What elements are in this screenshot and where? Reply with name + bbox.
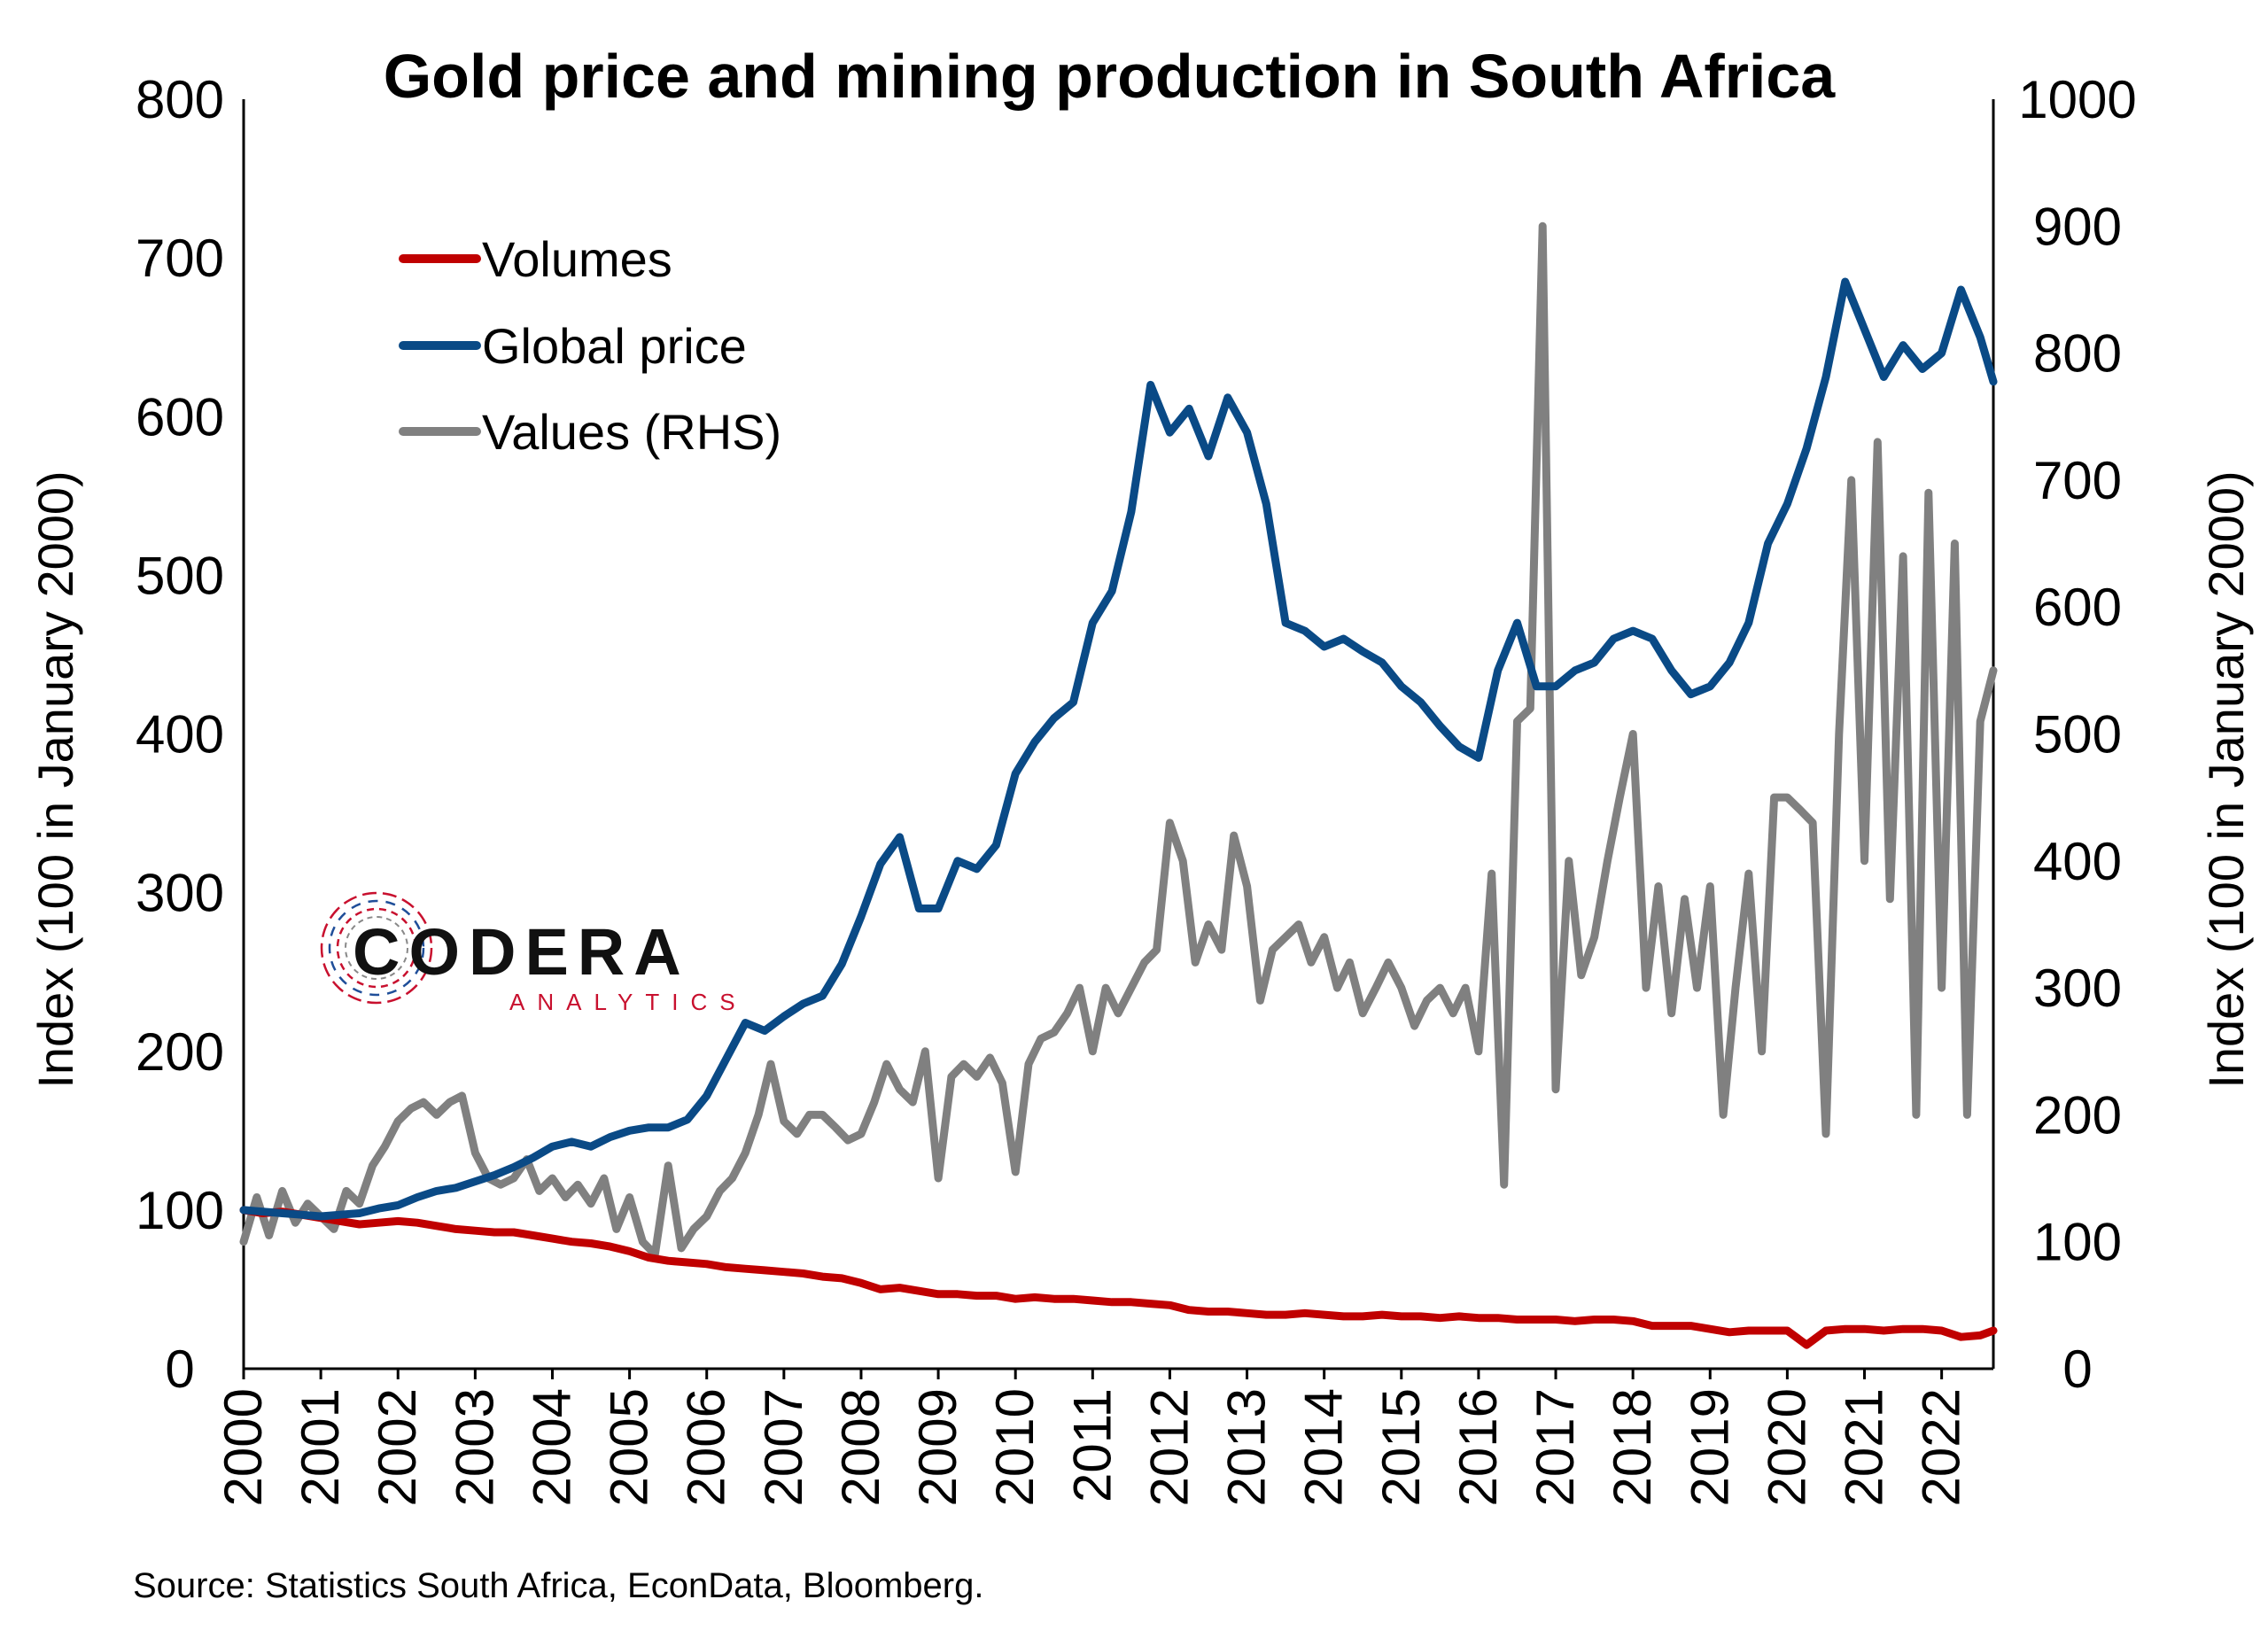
x-tick-label: 2014 [1294,1388,1354,1506]
right-y-tick-label: 500 [2033,705,2122,765]
logo-rings-icon [320,891,433,1005]
right-y-axis-title: Index (100 in January 2000) [2198,470,2254,1088]
x-tick-label: 2009 [908,1388,967,1506]
x-tick-label: 2003 [445,1388,504,1506]
left-y-axis-title: Index (100 in January 2000) [27,470,83,1088]
left-y-tick-label: 100 [136,1181,224,1240]
legend-label-global-price: Global price [482,318,747,374]
x-tick-label: 2008 [831,1388,890,1506]
x-tick-label: 2021 [1835,1388,1894,1506]
x-tick-label: 2018 [1603,1388,1662,1506]
x-tick-label: 2005 [600,1388,659,1506]
x-tick-label: 2019 [1680,1388,1739,1506]
x-tick-label: 2022 [1912,1388,1971,1506]
right-y-tick-label: 1000 [2018,70,2136,129]
right-y-tick-label: 600 [2033,578,2122,637]
left-y-tick-label: 600 [136,387,224,446]
x-tick-label: 2013 [1217,1388,1277,1506]
x-tick-label: 2017 [1526,1388,1585,1506]
codera-logo: CODERA ANALYTICS [320,891,748,1015]
x-tick-label: 2015 [1371,1388,1431,1506]
series-line-global-price [239,277,1998,1221]
series-line-volumes [239,1206,1998,1349]
right-y-tick-label: 800 [2033,324,2122,384]
x-tick-label: 2007 [754,1388,813,1506]
legend-item-volumes: Volumes [399,231,672,287]
series-layer [239,221,1998,1349]
logo-subtitle: ANALYTICS [509,989,748,1015]
x-tick-label: 2001 [291,1388,350,1506]
x-tick-label: 2020 [1757,1388,1816,1506]
legend-label-values-rhs: Values (RHS) [482,404,781,460]
x-tick-label: 2011 [1062,1388,1122,1502]
left-y-tick-label: 500 [136,546,224,605]
legend: Volumes Global price Values (RHS) [399,231,781,460]
left-y-tick-label: 800 [136,70,224,129]
right-y-tick-label: 0 [2062,1339,2092,1399]
right-y-tick-label: 300 [2033,959,2122,1018]
left-y-tick-label: 0 [165,1339,194,1399]
right-y-tick-label: 100 [2033,1213,2122,1272]
left-y-tick-label: 300 [136,864,224,923]
x-tick-label: 2010 [985,1388,1045,1506]
x-tick-label: 2002 [368,1388,427,1506]
left-y-tick-label: 200 [136,1022,224,1082]
right-y-tick-label: 900 [2033,197,2122,256]
series-line-values-rhs [239,221,1998,1259]
logo-wordmark: CODERA [353,915,690,989]
legend-label-volumes: Volumes [482,231,672,287]
legend-item-values-rhs: Values (RHS) [399,404,781,460]
left-y-tick-label: 400 [136,705,224,765]
x-tick-label: 2000 [214,1388,273,1506]
x-axis: 2000 2001 2002 2003 2004 2005 2006 2007 2008 2009… [214,1367,1993,1506]
x-tick-label: 2006 [677,1388,736,1506]
x-tick-label: 2016 [1449,1388,1508,1506]
x-tick-label: 2004 [522,1388,581,1506]
right-y-axis: 0 100 200 300 400 500 600 700 800 900 1000 [1992,70,2137,1399]
right-y-tick-label: 200 [2033,1085,2122,1145]
left-y-tick-label: 700 [136,229,224,288]
right-y-tick-label: 700 [2033,451,2122,510]
x-tick-label: 2012 [1139,1388,1199,1506]
source-note: Source: Statistics South Africa, EconDat… [133,1566,983,1605]
chart-title: Gold price and mining production in Sout… [384,42,1837,111]
legend-item-global-price: Global price [399,318,747,374]
left-y-axis: 0 100 200 300 400 500 600 700 800 [136,70,245,1399]
right-y-tick-label: 400 [2033,832,2122,891]
